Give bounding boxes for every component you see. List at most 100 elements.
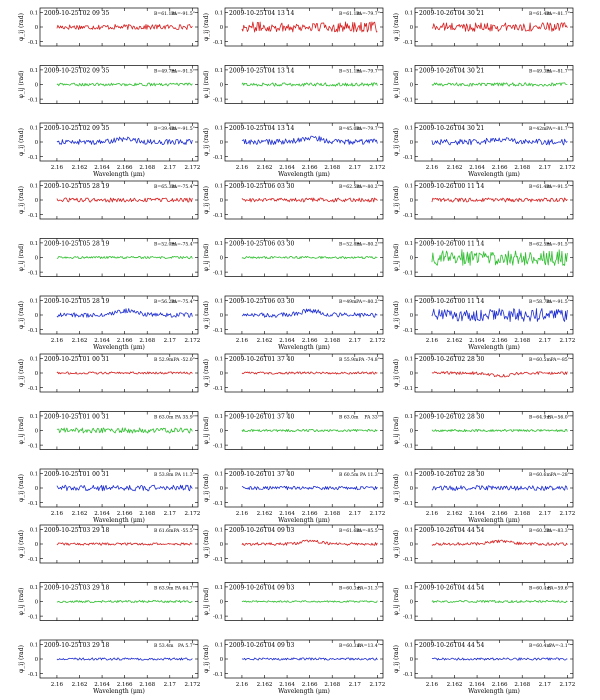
x-tick-label: 2.16 xyxy=(236,682,249,688)
x-tick-label: 2.16 xyxy=(51,338,64,344)
y-tick-label: 0.1 xyxy=(405,241,413,247)
pa-label: PA=-85.5° xyxy=(356,528,380,534)
y-tick-label: 0 xyxy=(220,486,223,492)
phase-series xyxy=(431,657,568,661)
y-tick-label: 0 xyxy=(220,657,223,663)
y-tick-label: -0.1 xyxy=(403,501,413,507)
y-tick-label: 0.1 xyxy=(30,414,38,420)
phase-series xyxy=(56,542,193,546)
x-tick-label: 2.16 xyxy=(51,511,64,517)
phase-series xyxy=(56,599,193,604)
y-tick-label: -0.1 xyxy=(28,386,38,392)
x-tick-label: 2.17 xyxy=(349,682,362,688)
baseline-label: B=61.4m xyxy=(529,184,551,190)
date-label: 2009-10-26T00 11 14 xyxy=(419,241,484,248)
phase-series xyxy=(431,197,568,203)
x-tick-label: 2.168 xyxy=(514,511,530,517)
pa-label: PA=-79.7° xyxy=(356,69,380,75)
y-axis-label: φ_ij (rad) xyxy=(18,417,25,445)
pa-label: PA=-81.7° xyxy=(546,126,570,132)
x-tick-label: 2.168 xyxy=(139,165,155,171)
panel-r1c3: 0.1 0 -0.1φ_ij (rad) 2009-10-26T04 30 21 B=6… xyxy=(393,7,574,47)
y-tick-label: -0.1 xyxy=(403,155,413,161)
y-tick-label: 0.1 xyxy=(30,528,38,534)
date-label: 2009-10-26T01 37 40 xyxy=(229,356,294,363)
date-label: 2009-10-25T02 09 35 xyxy=(44,125,109,132)
y-tick-label: 0 xyxy=(220,198,223,204)
date-label: 2009-10-25T02 09 35 xyxy=(44,68,109,75)
date-label: 2009-10-26T04 09 03 xyxy=(229,642,294,649)
phase-series xyxy=(241,197,378,203)
x-tick-label: 2.17 xyxy=(539,338,552,344)
pa-label: PA=-85° xyxy=(550,357,570,363)
x-tick-label: 2.168 xyxy=(514,682,530,688)
y-tick-label: 0.1 xyxy=(405,414,413,420)
y-tick-label: -0.1 xyxy=(28,40,38,46)
phase-series xyxy=(241,428,378,433)
y-tick-label: 0.1 xyxy=(215,472,223,478)
y-tick-label: -0.1 xyxy=(403,614,413,620)
y-tick-label: 0.1 xyxy=(405,357,413,363)
y-tick-label: -0.1 xyxy=(403,443,413,449)
y-tick-label: 0.1 xyxy=(30,472,38,478)
x-tick-label: 2.162 xyxy=(72,511,88,517)
y-tick-label: 0.1 xyxy=(405,11,413,17)
baseline-label: B=42m xyxy=(529,126,547,132)
pa-label: PA -74.8° xyxy=(358,357,380,363)
x-tick-label: 2.166 xyxy=(302,511,318,517)
y-tick-label: 0.1 xyxy=(30,126,38,132)
panel-r2c2: 0.1 0 -0.1φ_ij (rad) 2009-10-25T04 13 14 B=5… xyxy=(203,65,384,104)
date-label: 2009-10-25T06 03 30 xyxy=(229,241,294,248)
x-axis-label: Wavelength (μm) xyxy=(468,517,520,524)
y-axis-label: φ_ij (rad) xyxy=(203,474,210,502)
x-tick-label: 2.168 xyxy=(514,338,530,344)
y-tick-label: -0.1 xyxy=(403,557,413,563)
pa-label: PA=-91.5° xyxy=(171,11,195,17)
y-tick-label: -0.1 xyxy=(28,443,38,449)
y-tick-label: 0 xyxy=(410,256,413,262)
y-axis-label: φ_ij (rad) xyxy=(18,588,25,616)
panel-r6c3: 0.1 0 -0.1φ_ij (rad) 2009-10-26T00 11 14 B=5… xyxy=(393,295,575,351)
pa-label: PA=-80.2° xyxy=(356,242,380,248)
x-tick-label: 2.16 xyxy=(426,511,439,517)
x-tick-label: 2.172 xyxy=(369,338,385,344)
x-axis-label: Wavelength (μm) xyxy=(93,688,145,695)
panel-r12c2: 0.1 0 -0.1φ_ij (rad) 2009-10-26T04 09 03 B=6… xyxy=(203,639,385,695)
y-tick-label: 0.1 xyxy=(215,414,223,420)
baseline-label: B 53.4m xyxy=(154,643,174,649)
y-tick-label: 0 xyxy=(35,313,38,319)
y-tick-label: 0 xyxy=(35,83,38,89)
y-axis-label: φ_ij (rad) xyxy=(18,244,25,272)
date-label: 2009-10-26T02 28 30 xyxy=(419,356,484,363)
x-tick-label: 2.166 xyxy=(117,338,133,344)
panel-r10c2: 0.1 0 -0.1φ_ij (rad) 2009-10-26T04 09 03 B=6… xyxy=(203,524,384,564)
panel-r11c2: 0.1 0 -0.1φ_ij (rad) 2009-10-26T04 09 03 B=6… xyxy=(203,582,384,621)
y-tick-label: 0.1 xyxy=(30,357,38,363)
baseline-label: B=60.6m xyxy=(529,472,551,478)
phase-series xyxy=(56,657,193,661)
panel-r4c1: 0.1 0 -0.1φ_ij (rad) 2009-10-25T05 28 19 B=6… xyxy=(18,180,199,220)
x-tick-label: 2.17 xyxy=(349,338,362,344)
x-tick-label: 2.168 xyxy=(139,511,155,517)
panel-r11c1: 0.1 0 -0.1φ_ij (rad) 2009-10-25T03 29 18 B 6… xyxy=(18,582,199,621)
pa-label: PA=-81.7° xyxy=(546,11,570,17)
x-tick-label: 2.162 xyxy=(447,165,463,171)
phase-series xyxy=(241,371,378,375)
date-label: 2009-10-26T02 28 30 xyxy=(419,471,484,478)
baseline-label: B 63.0m xyxy=(339,415,359,421)
phase-series xyxy=(56,484,193,492)
x-tick-label: 2.172 xyxy=(184,511,200,517)
y-tick-label: -0.1 xyxy=(28,501,38,507)
y-tick-label: -0.1 xyxy=(403,213,413,219)
baseline-label: B=61.4m xyxy=(529,11,551,17)
phase-series xyxy=(56,255,193,260)
x-axis-label: Wavelength (μm) xyxy=(278,688,330,695)
date-label: 2009-10-26T04 30 21 xyxy=(419,10,484,17)
y-tick-label: 0 xyxy=(220,256,223,262)
baseline-label: B 52.9m xyxy=(154,357,174,363)
pa-label: PA 64.7° xyxy=(175,586,195,592)
x-tick-label: 2.168 xyxy=(324,511,340,517)
y-tick-label: 0 xyxy=(410,486,413,492)
phase-series xyxy=(241,308,378,318)
y-tick-label: 0.1 xyxy=(405,299,413,305)
